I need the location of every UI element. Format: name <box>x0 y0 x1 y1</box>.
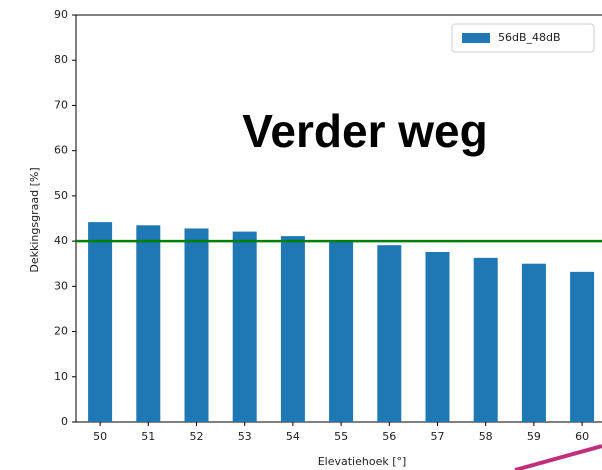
y-tick-label: 20 <box>54 325 68 338</box>
y-tick-label: 30 <box>54 279 68 292</box>
x-axis-label: Elevatiehoek [°] <box>318 455 407 468</box>
x-tick-label: 54 <box>286 430 300 443</box>
y-tick-label: 0 <box>61 415 68 428</box>
bar <box>521 263 546 422</box>
x-tick-label: 58 <box>479 430 493 443</box>
legend-label: 56dB_48dB <box>498 31 561 44</box>
x-tick-label: 51 <box>141 430 155 443</box>
bar <box>377 245 402 422</box>
x-tick-label: 55 <box>334 430 348 443</box>
bar <box>184 228 209 422</box>
pink-arrow <box>514 444 602 470</box>
bar <box>329 241 354 422</box>
bar <box>570 271 595 422</box>
y-tick-label: 70 <box>54 98 68 111</box>
y-tick-label: 40 <box>54 234 68 247</box>
x-tick-label: 57 <box>431 430 445 443</box>
bar <box>425 251 450 422</box>
legend-swatch <box>462 33 490 43</box>
x-tick-label: 50 <box>93 430 107 443</box>
bar <box>88 222 113 422</box>
bar <box>232 231 257 422</box>
bar <box>280 236 305 422</box>
y-tick-label: 60 <box>54 144 68 157</box>
bar <box>473 257 498 422</box>
x-tick-label: 53 <box>238 430 252 443</box>
x-tick-label: 59 <box>527 430 541 443</box>
y-tick-label: 90 <box>54 8 68 21</box>
legend-box <box>451 23 595 53</box>
y-tick-label: 50 <box>54 189 68 202</box>
y-tick-label: 10 <box>54 370 68 383</box>
y-axis-label: Dekkingsgraad [%] <box>28 167 41 272</box>
x-tick-label: 56 <box>382 430 396 443</box>
annotation: Verder weg <box>242 105 487 157</box>
x-tick-label: 52 <box>190 430 204 443</box>
bar <box>136 225 161 422</box>
y-tick-label: 80 <box>54 53 68 66</box>
x-tick-label: 60 <box>575 430 589 443</box>
